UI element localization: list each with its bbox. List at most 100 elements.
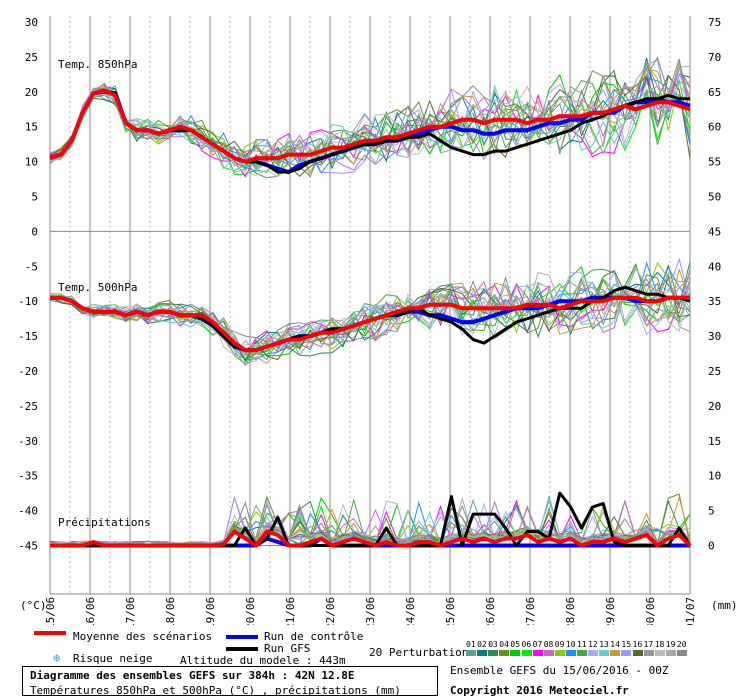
- x-tick-label: 16/06: [84, 597, 97, 625]
- perturbation-swatch: [510, 650, 521, 656]
- perturbation-swatch: [621, 650, 632, 656]
- right-tick-label: 20: [708, 400, 721, 413]
- mean-legend-swatch: [34, 631, 66, 635]
- right-unit-label: (mm): [711, 599, 738, 612]
- series-line-precip: [50, 529, 692, 548]
- x-tick-label: 01/07: [684, 597, 697, 625]
- x-tick-label: 15/06: [44, 597, 57, 625]
- panel-label-500: Temp. 500hPa: [58, 281, 137, 294]
- perturbation-swatch: [488, 650, 499, 656]
- perturbation-number: 18: [654, 640, 665, 649]
- left-tick-label: 20: [25, 86, 38, 99]
- perturbation-swatch: [632, 650, 643, 656]
- perturbation-number: 16: [632, 640, 643, 649]
- x-tick-label: 27/06: [524, 597, 537, 625]
- perturbation-swatch: [477, 650, 488, 656]
- left-tick-label: -15: [18, 330, 38, 343]
- x-tick-label: 29/06: [604, 597, 617, 625]
- perturbation-swatch: [577, 650, 587, 656]
- perturbation-number: 20: [676, 640, 687, 649]
- perturbation-number: 14: [610, 640, 620, 649]
- perturbation-swatch: [654, 650, 665, 656]
- perturbation-number: 13: [599, 640, 609, 649]
- left-tick-label: 15: [25, 121, 38, 134]
- perturbation-number: 02: [477, 640, 487, 649]
- right-tick-label: 70: [708, 51, 721, 64]
- left-tick-label: -45: [18, 540, 38, 553]
- perturbation-line: [49, 70, 691, 179]
- control-legend-swatch: [226, 635, 258, 639]
- x-tick-label: 17/06: [124, 597, 137, 625]
- series-line-t500: [50, 295, 690, 353]
- perturbation-line: [49, 270, 691, 364]
- right-tick-label: 0: [708, 540, 715, 553]
- perturbation-number: 07: [532, 640, 543, 649]
- x-tick-label: 26/06: [484, 597, 497, 625]
- right-tick-label: 75: [708, 16, 721, 29]
- left-tick-label: 10: [25, 156, 38, 169]
- mean-legend-label: Moyenne des scénarios: [73, 630, 213, 643]
- right-tick-label: 65: [708, 86, 721, 99]
- x-tick-label: 19/06: [204, 597, 217, 625]
- perturbation-line: [49, 66, 691, 170]
- footer-box: [22, 666, 438, 696]
- perturbation-line: [49, 80, 691, 179]
- perturbation-swatch: [599, 650, 610, 656]
- right-tick-label: 50: [708, 191, 721, 204]
- perturbation-swatch: [532, 650, 543, 656]
- x-tick-label: 30/06: [644, 597, 657, 625]
- left-unit-label: (°C): [20, 599, 47, 612]
- x-tick-label: 21/06: [284, 597, 297, 625]
- right-tick-label: 15: [708, 435, 721, 448]
- main-series-lines: [49, 88, 692, 548]
- control-legend-label: Run de contrôle: [264, 630, 364, 643]
- footer-title: Diagramme des ensembles GEFS sur 384h : …: [30, 669, 355, 682]
- perturbation-swatch: [676, 650, 687, 656]
- x-tick-label: 25/06: [444, 597, 457, 625]
- left-tick-label: -20: [18, 365, 38, 378]
- panel-label-850: Temp. 850hPa: [58, 58, 137, 71]
- perturbation-line: [49, 281, 691, 356]
- left-tick-label: -35: [18, 470, 38, 483]
- x-tick-label: 24/06: [404, 597, 417, 625]
- left-tick-label: -10: [18, 295, 38, 308]
- gfs-legend-label: Run GFS: [264, 642, 311, 655]
- perturbation-swatch: [665, 650, 676, 656]
- left-tick-label: -5: [25, 260, 38, 273]
- right-tick-label: 55: [708, 156, 721, 169]
- left-tick-label: 25: [25, 51, 38, 64]
- x-tick-label: 28/06: [564, 597, 577, 625]
- perturbation-number: 03: [488, 640, 498, 649]
- tick-labels: 15/06 16/06 17/06 18/06 19/06 20/06 21/06 22/06…: [18, 16, 721, 625]
- perturbation-number: 09: [554, 640, 565, 649]
- perturbation-number: 08: [543, 640, 554, 649]
- left-tick-label: 30: [25, 16, 38, 29]
- series-line-t850: [49, 88, 691, 164]
- right-tick-label: 10: [708, 470, 721, 483]
- right-tick-label: 30: [708, 330, 721, 343]
- snowflake-icon: ❄: [53, 651, 61, 665]
- perturbation-number: 05: [510, 640, 521, 649]
- x-tick-label: 18/06: [164, 597, 177, 625]
- perturbation-number: 11: [577, 640, 587, 649]
- perturbation-number: 17: [643, 640, 654, 649]
- perturbation-number: 12: [588, 640, 598, 649]
- perturbation-number: 04: [499, 640, 509, 649]
- perturbation-swatch: [499, 650, 510, 656]
- perturbation-swatch: [521, 650, 532, 656]
- perturbation-number: 06: [521, 640, 532, 649]
- altitude-label: Altitude du modele : 443m: [180, 654, 346, 667]
- perturbation-number: 19: [665, 640, 676, 649]
- x-tick-label: 23/06: [364, 597, 377, 625]
- perturbation-line: [49, 267, 691, 356]
- copyright: Copyright 2016 Meteociel.fr: [450, 684, 629, 697]
- perturbation-swatch: [588, 650, 599, 656]
- perturbation-swatch: [554, 650, 565, 656]
- panel-label-precip: Précipitations: [58, 516, 151, 529]
- perturbation-swatch: [565, 650, 576, 656]
- perturbation-number: 15: [621, 640, 632, 649]
- snow-risk-label: Risque neige: [73, 652, 153, 665]
- perturbation-line: [49, 500, 691, 546]
- perturbation-swatch: [643, 650, 654, 656]
- perturbation-line: [49, 56, 691, 172]
